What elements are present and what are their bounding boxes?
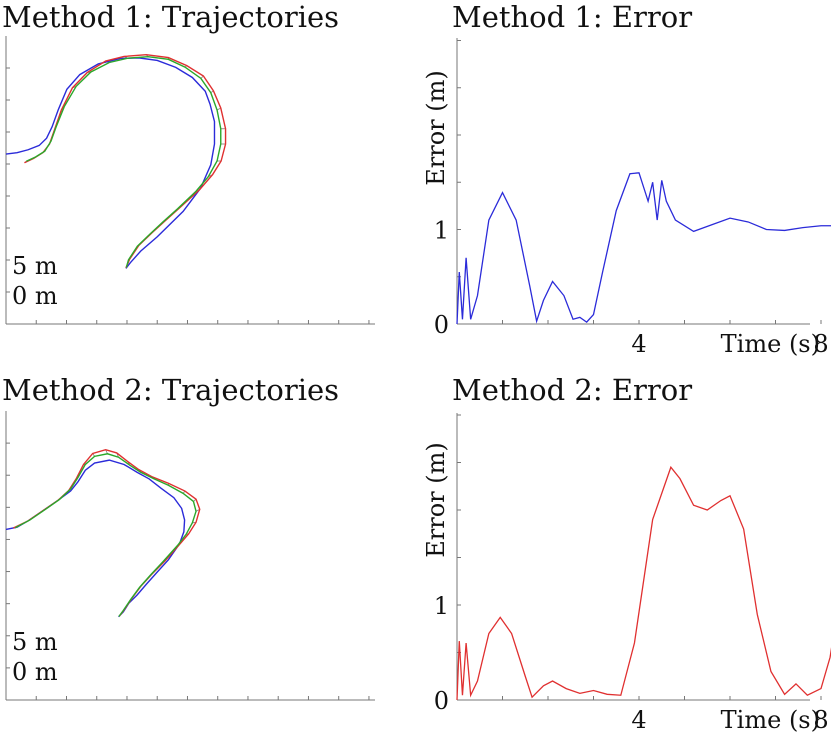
x-tick-label-8: 8: [813, 706, 828, 734]
chart-title-method2-trajectories: Method 2: Trajectories: [2, 373, 340, 407]
trajectory-line-1: [13, 448, 201, 617]
scale-label-0m: 0 m: [12, 282, 58, 310]
y-tick-label-0: 0: [434, 311, 449, 339]
chart-title-method1-error: Method 1: Error: [452, 0, 693, 34]
x-tick-label-8: 8: [813, 330, 828, 358]
chart-title-method1-trajectories: Method 1: Trajectories: [2, 0, 340, 34]
scale-label-0m: 0 m: [12, 658, 58, 686]
x-tick-label-4: 4: [631, 706, 646, 734]
y-tick-label-1: 1: [434, 217, 449, 245]
scale-label-5m: 5 m: [12, 252, 58, 280]
chart-title-method2-error: Method 2: Error: [452, 373, 693, 407]
trajectory-line-1: [24, 54, 227, 269]
trajectory-line-2: [25, 56, 222, 268]
y-axis-label: Error (m): [422, 442, 450, 558]
x-tick-label-4: 4: [631, 330, 646, 358]
trajectory-line-0: [5, 57, 216, 269]
error-line: [456, 465, 831, 701]
y-tick-label-0: 0: [434, 687, 449, 715]
y-tick-label-1: 1: [434, 592, 449, 620]
error-line: [456, 172, 831, 325]
x-axis-label: Time (s): [721, 706, 820, 734]
x-axis-label: Time (s): [721, 330, 820, 358]
trajectory-line-2: [14, 453, 197, 617]
y-axis-label: Error (m): [422, 70, 450, 186]
trajectory-line-0: [5, 459, 186, 618]
scale-label-5m: 5 m: [12, 628, 58, 656]
